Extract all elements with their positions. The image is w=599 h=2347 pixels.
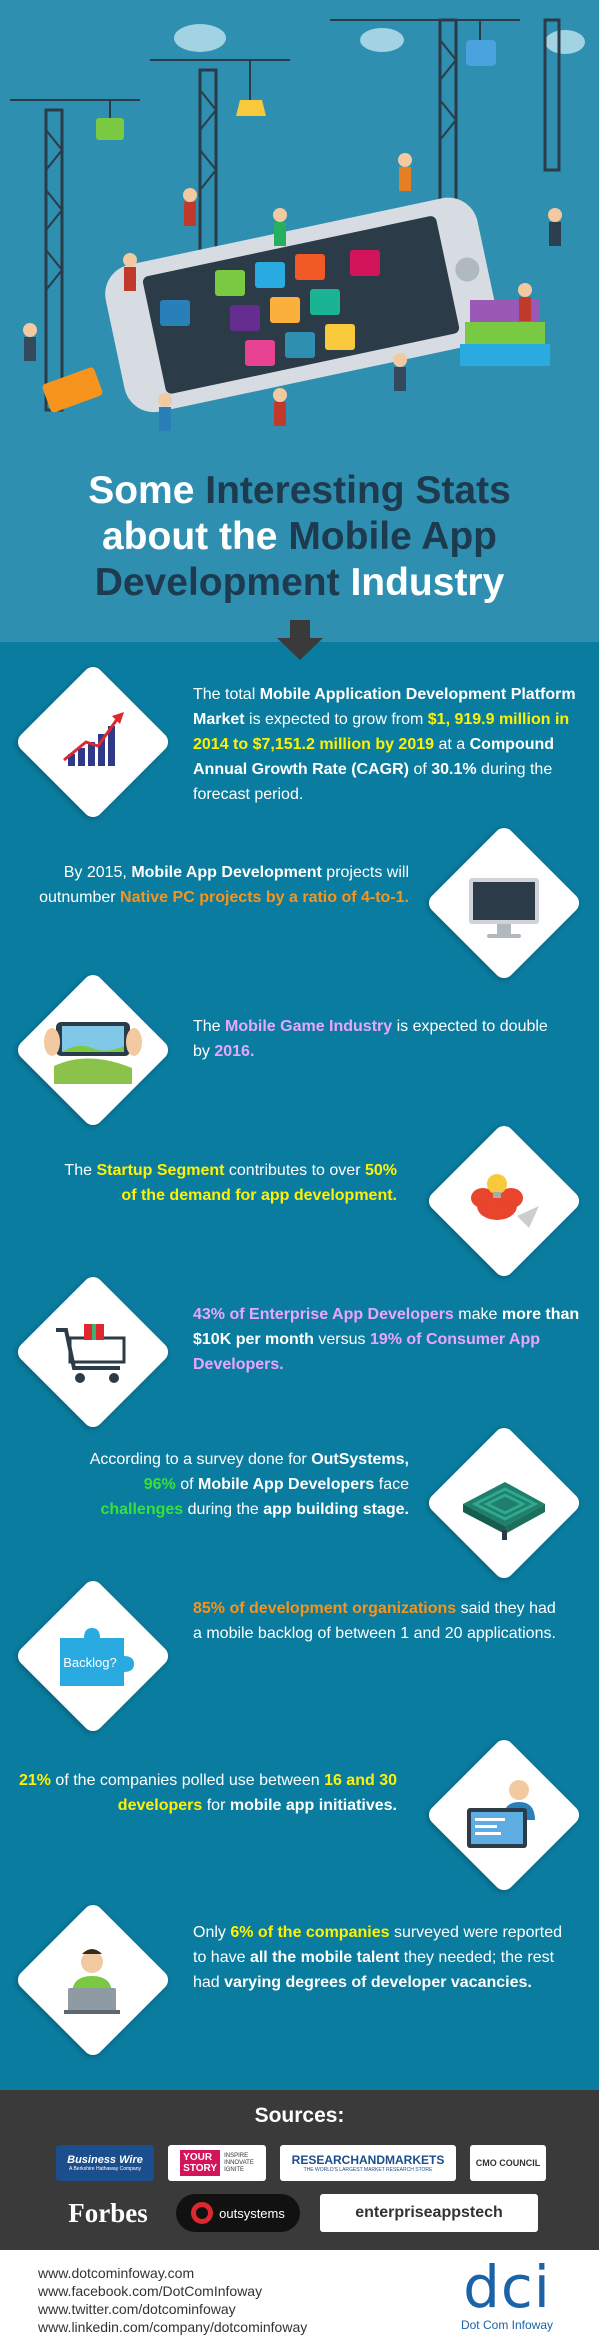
sources-section: Sources: Business Wire A Berkshire Hatha… xyxy=(0,2090,599,2250)
developer-computer-icon xyxy=(467,1780,535,1848)
maze-icon xyxy=(463,1482,545,1540)
logo-enterprise-apps-tech[interactable]: enterpriseappstech xyxy=(320,2194,538,2232)
link-website[interactable]: www.dotcominfoway.com xyxy=(38,2265,195,2281)
page-title: Some Interesting Stats about the Mobile … xyxy=(88,469,511,604)
logo-your-story[interactable]: YOUR STORY INSPIRE INNOVATE IGNITE xyxy=(168,2145,266,2181)
stat-developer-count: 21% of the companies polled use between … xyxy=(0,1735,599,1895)
stat-text: Only 6% of the companies surveyed were r… xyxy=(193,1924,563,1991)
stat-native-pc: By 2015, Mobile App Development projects… xyxy=(0,823,599,983)
stat-market-growth: The total Mobile Application Development… xyxy=(0,662,599,822)
stats-section: The total Mobile Application Development… xyxy=(0,642,599,2090)
stat-enterprise-developers: 43% of Enterprise App Developers make mo… xyxy=(0,1272,599,1432)
hero-section: Some Interesting Stats about the Mobile … xyxy=(0,0,599,642)
stat-mobile-game: The Mobile Game Industry is expected to … xyxy=(0,970,599,1130)
desktop-monitor-icon xyxy=(469,878,539,938)
link-twitter[interactable]: www.twitter.com/dotcominfoway xyxy=(38,2301,236,2317)
stat-text: The Startup Segment contributes to over … xyxy=(64,1162,397,1204)
logo-business-wire[interactable]: Business Wire A Berkshire Hathaway Compa… xyxy=(56,2145,154,2181)
stat-mobile-talent: Only 6% of the companies surveyed were r… xyxy=(0,1900,599,2060)
stat-outsystems-survey: According to a survey done for OutSystem… xyxy=(0,1423,599,1583)
arrow-down-icon xyxy=(277,620,323,660)
link-facebook[interactable]: www.facebook.com/DotComInfoway xyxy=(38,2283,263,2299)
sources-title: Sources: xyxy=(254,2104,345,2127)
stat-text: By 2015, Mobile App Development projects… xyxy=(39,864,409,906)
mobile-game-icon xyxy=(44,1022,142,1084)
brand-name: Dot Com Infoway xyxy=(460,2318,554,2332)
lightbulb-idea-icon xyxy=(471,1174,539,1228)
stat-startup-segment: The Startup Segment contributes to over … xyxy=(0,1121,599,1281)
puzzle-backlog-icon: Backlog? xyxy=(60,1628,134,1686)
logo-forbes[interactable]: Forbes xyxy=(68,2197,148,2228)
growth-chart-icon xyxy=(63,712,124,766)
footer: www.dotcominfoway.com www.facebook.com/D… xyxy=(0,2250,599,2347)
stat-text: The Mobile Game Industry is expected to … xyxy=(193,1018,548,1060)
stat-text: According to a survey done for OutSystem… xyxy=(89,1451,409,1518)
stat-text: 43% of Enterprise App Developers make mo… xyxy=(193,1306,580,1373)
construction-phone-illustration xyxy=(10,18,585,431)
stat-text: 21% of the companies polled use between … xyxy=(18,1772,397,1814)
shopping-cart-icon xyxy=(56,1324,126,1383)
stat-text: 85% of development organizations said th… xyxy=(193,1600,556,1642)
brand-mark: dci xyxy=(463,2253,551,2321)
developer-laptop-icon xyxy=(64,1949,120,2014)
logo-outsystems[interactable]: outsystems xyxy=(176,2194,300,2232)
brand-logo[interactable]: dci Dot Com Infoway xyxy=(452,2256,562,2332)
logo-research-and-markets[interactable]: RESEARCHANDMARKETS THE WORLD'S LARGEST M… xyxy=(280,2145,456,2181)
stat-backlog: Backlog? 85% of development organization… xyxy=(0,1576,599,1736)
logo-cmo-council[interactable]: CMO COUNCIL xyxy=(470,2145,546,2181)
link-linkedin[interactable]: www.linkedin.com/company/dotcominfoway xyxy=(38,2319,308,2335)
footer-links: www.dotcominfoway.com www.facebook.com/D… xyxy=(38,2264,307,2336)
backlog-label: Backlog? xyxy=(63,1655,116,1670)
stat-text: The total Mobile Application Development… xyxy=(193,686,576,803)
